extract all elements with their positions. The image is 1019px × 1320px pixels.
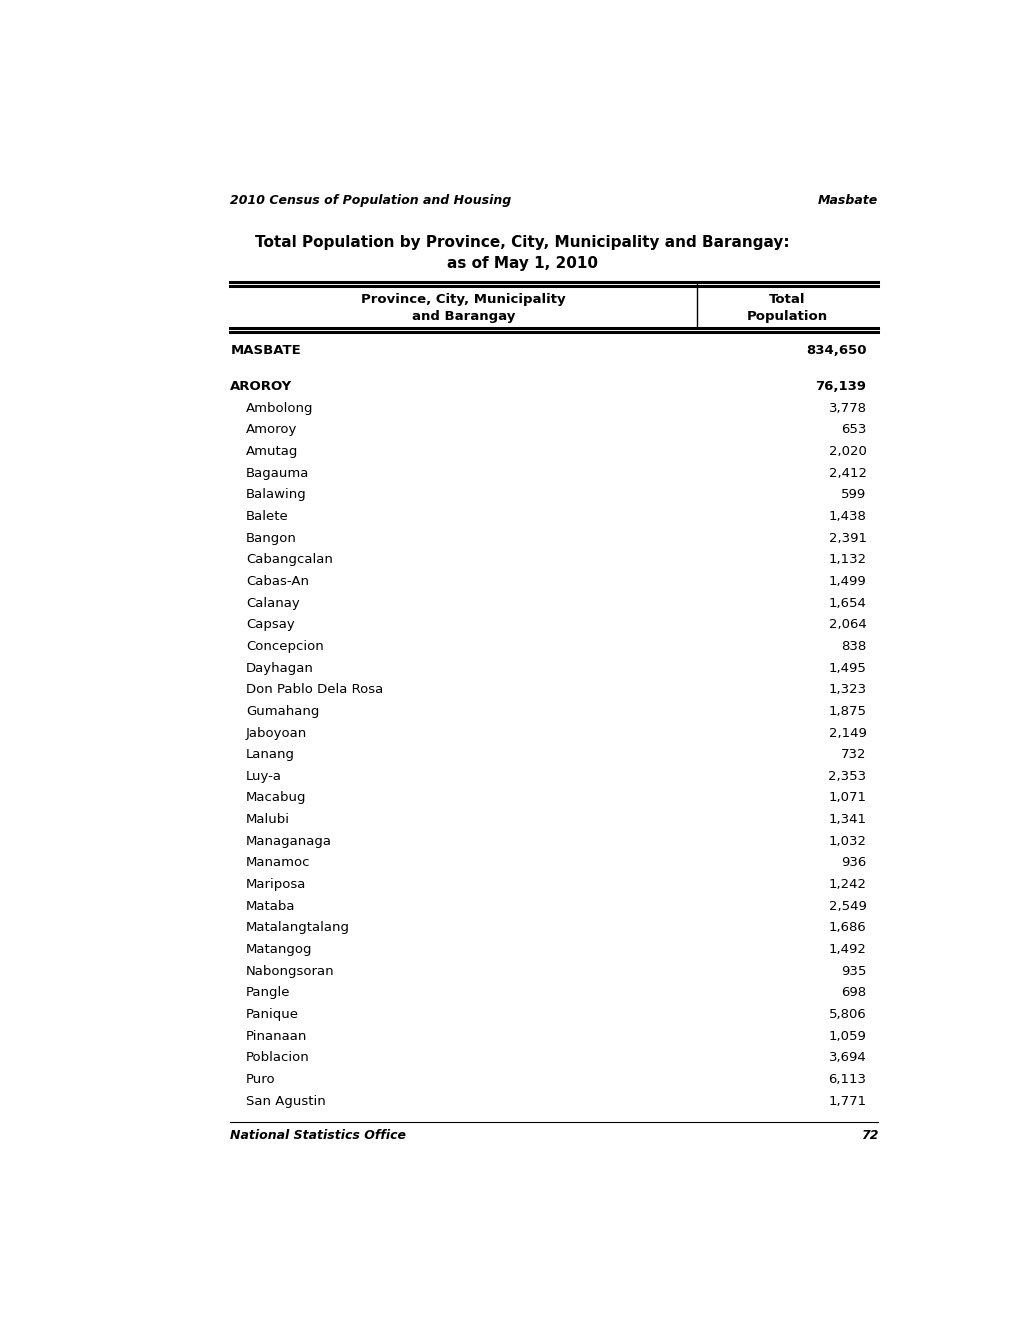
Text: 5,806: 5,806 xyxy=(828,1008,866,1020)
Text: Nabongsoran: Nabongsoran xyxy=(246,965,334,978)
Text: Bangon: Bangon xyxy=(246,532,297,545)
Text: 1,686: 1,686 xyxy=(828,921,866,935)
Text: Population: Population xyxy=(746,310,827,323)
Text: Mariposa: Mariposa xyxy=(246,878,306,891)
Text: 936: 936 xyxy=(841,857,866,870)
Text: 3,694: 3,694 xyxy=(828,1051,866,1064)
Text: 1,032: 1,032 xyxy=(827,834,866,847)
Text: Pangle: Pangle xyxy=(246,986,290,999)
Text: Cabangcalan: Cabangcalan xyxy=(246,553,332,566)
Text: Mataba: Mataba xyxy=(246,900,296,912)
Text: MASBATE: MASBATE xyxy=(230,345,301,358)
Text: Amoroy: Amoroy xyxy=(246,424,298,437)
Text: San Agustin: San Agustin xyxy=(246,1094,325,1107)
Text: Macabug: Macabug xyxy=(246,792,307,804)
Text: 2,353: 2,353 xyxy=(827,770,866,783)
Text: Pinanaan: Pinanaan xyxy=(246,1030,307,1043)
Text: Gumahang: Gumahang xyxy=(246,705,319,718)
Text: 2,412: 2,412 xyxy=(827,467,866,479)
Text: 935: 935 xyxy=(841,965,866,978)
Text: 2,020: 2,020 xyxy=(827,445,866,458)
Text: Province, City, Municipality: Province, City, Municipality xyxy=(361,293,566,305)
Text: Calanay: Calanay xyxy=(246,597,300,610)
Text: 1,323: 1,323 xyxy=(827,684,866,696)
Text: Matangog: Matangog xyxy=(246,942,312,956)
Text: 1,495: 1,495 xyxy=(827,661,866,675)
Text: Masbate: Masbate xyxy=(817,194,877,207)
Text: Panique: Panique xyxy=(246,1008,299,1020)
Text: Cabas-An: Cabas-An xyxy=(246,576,309,587)
Text: 6,113: 6,113 xyxy=(827,1073,866,1086)
Text: Luy-a: Luy-a xyxy=(246,770,282,783)
Text: Total: Total xyxy=(768,293,805,305)
Text: Matalangtalang: Matalangtalang xyxy=(246,921,350,935)
Text: Lanang: Lanang xyxy=(246,748,294,762)
Text: Malubi: Malubi xyxy=(246,813,289,826)
Text: 1,499: 1,499 xyxy=(828,576,866,587)
Text: Capsay: Capsay xyxy=(246,618,294,631)
Text: Concepcion: Concepcion xyxy=(246,640,323,653)
Text: Dayhagan: Dayhagan xyxy=(246,661,314,675)
Text: 1,341: 1,341 xyxy=(827,813,866,826)
Text: 732: 732 xyxy=(841,748,866,762)
Text: Puro: Puro xyxy=(246,1073,275,1086)
Text: 1,654: 1,654 xyxy=(827,597,866,610)
Text: 1,875: 1,875 xyxy=(827,705,866,718)
Text: 653: 653 xyxy=(841,424,866,437)
Text: 2,549: 2,549 xyxy=(827,900,866,912)
Text: Balete: Balete xyxy=(246,510,288,523)
Text: 1,071: 1,071 xyxy=(827,792,866,804)
Text: Managanaga: Managanaga xyxy=(246,834,332,847)
Text: 72: 72 xyxy=(860,1129,877,1142)
Text: 838: 838 xyxy=(841,640,866,653)
Text: as of May 1, 2010: as of May 1, 2010 xyxy=(446,256,598,271)
Text: Poblacion: Poblacion xyxy=(246,1051,310,1064)
Text: Ambolong: Ambolong xyxy=(246,401,313,414)
Text: 1,492: 1,492 xyxy=(827,942,866,956)
Text: Amutag: Amutag xyxy=(246,445,299,458)
Text: 834,650: 834,650 xyxy=(805,345,866,358)
Text: 3,778: 3,778 xyxy=(827,401,866,414)
Text: Total Population by Province, City, Municipality and Barangay:: Total Population by Province, City, Muni… xyxy=(255,235,790,249)
Text: Manamoc: Manamoc xyxy=(246,857,310,870)
Text: Don Pablo Dela Rosa: Don Pablo Dela Rosa xyxy=(246,684,383,696)
Text: 1,242: 1,242 xyxy=(827,878,866,891)
Text: 1,438: 1,438 xyxy=(827,510,866,523)
Text: 1,132: 1,132 xyxy=(827,553,866,566)
Text: 599: 599 xyxy=(841,488,866,502)
Text: National Statistics Office: National Statistics Office xyxy=(230,1129,406,1142)
Text: 2,064: 2,064 xyxy=(828,618,866,631)
Text: Balawing: Balawing xyxy=(246,488,307,502)
Text: 1,771: 1,771 xyxy=(827,1094,866,1107)
Text: AROROY: AROROY xyxy=(230,380,292,393)
Text: 698: 698 xyxy=(841,986,866,999)
Text: Bagauma: Bagauma xyxy=(246,467,309,479)
Text: 76,139: 76,139 xyxy=(815,380,866,393)
Text: 1,059: 1,059 xyxy=(827,1030,866,1043)
Text: 2,149: 2,149 xyxy=(827,726,866,739)
Text: 2010 Census of Population and Housing: 2010 Census of Population and Housing xyxy=(230,194,511,207)
Text: 2,391: 2,391 xyxy=(827,532,866,545)
Text: and Barangay: and Barangay xyxy=(412,310,515,323)
Text: Jaboyoan: Jaboyoan xyxy=(246,726,307,739)
